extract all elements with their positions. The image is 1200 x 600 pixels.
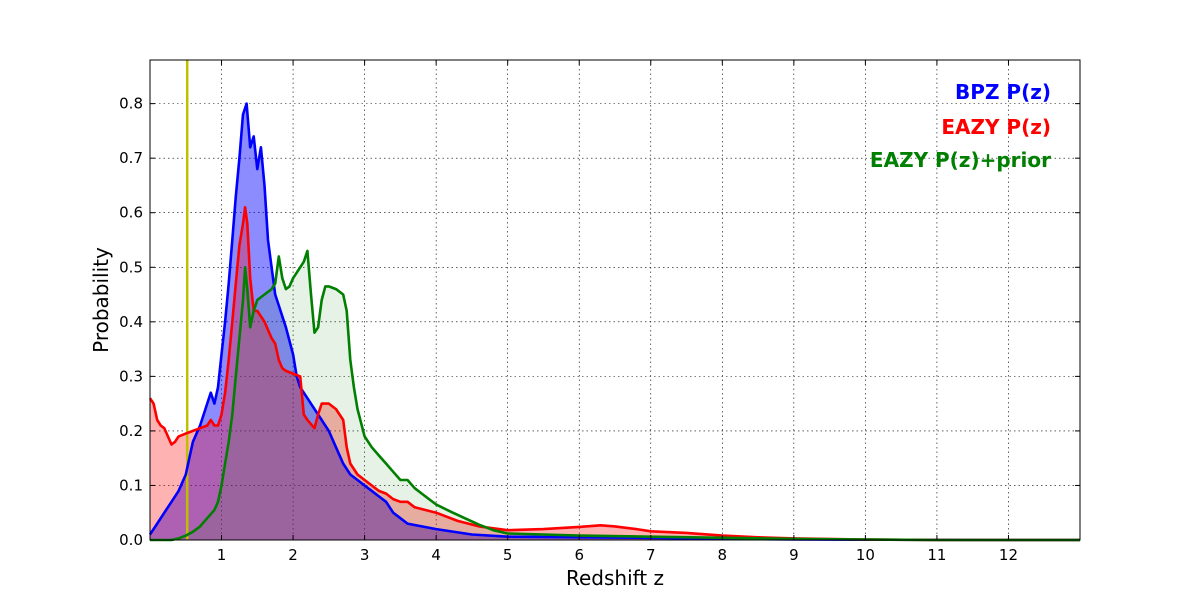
legend: BPZ P(z) EAZY P(z) EAZY P(z)+prior (870, 80, 1051, 172)
y-tick-label: 0.7 (119, 149, 143, 167)
series-fill-0 (150, 103, 1080, 540)
x-tick-label: 10 (856, 546, 875, 564)
series-line-1 (148, 206, 1080, 542)
x-tick-label: 2 (288, 546, 298, 564)
axis-ticks: 1 2 3 4 5 6 7 8 9 10 11 120.00.10.20.30.40.50.60.70… (119, 60, 1080, 564)
x-tick-label: 9 (789, 546, 799, 564)
series-fill-2 (150, 250, 1080, 540)
grid-lines (150, 60, 1080, 540)
series-line-2 (150, 249, 1080, 542)
x-tick-label: 4 (431, 546, 441, 564)
series-fills (150, 103, 1080, 541)
x-tick-label: 6 (574, 546, 584, 564)
y-tick-label: 0.1 (119, 476, 143, 494)
legend-entry-bpz: BPZ P(z) (955, 80, 1051, 104)
series-line-0 (148, 102, 1080, 542)
x-tick-label: 3 (360, 546, 370, 564)
y-tick-label: 0.3 (119, 367, 143, 385)
x-tick-label: 11 (927, 546, 946, 564)
x-tick-label: 1 (217, 546, 227, 564)
x-axis-label: Redshift z (566, 566, 664, 590)
y-tick-label: 0.0 (119, 531, 143, 549)
legend-entry-eazy: EAZY P(z) (941, 115, 1051, 139)
y-tick-label: 0.2 (119, 422, 143, 440)
y-tick-label: 0.6 (119, 204, 143, 222)
x-tick-label: 5 (503, 546, 513, 564)
y-tick-label: 0.4 (119, 313, 143, 331)
legend-entry-eazy-prior: EAZY P(z)+prior (870, 148, 1051, 172)
series-fill-1 (150, 207, 1080, 541)
plot-frame (149, 59, 1081, 541)
y-tick-label: 0.5 (119, 258, 143, 276)
x-tick-label: 12 (999, 546, 1018, 564)
series-lines (148, 102, 1080, 542)
y-tick-label: 0.8 (119, 95, 143, 113)
x-tick-label: 8 (718, 546, 728, 564)
x-tick-label: 7 (646, 546, 656, 564)
y-axis-label: Probability (89, 247, 113, 353)
